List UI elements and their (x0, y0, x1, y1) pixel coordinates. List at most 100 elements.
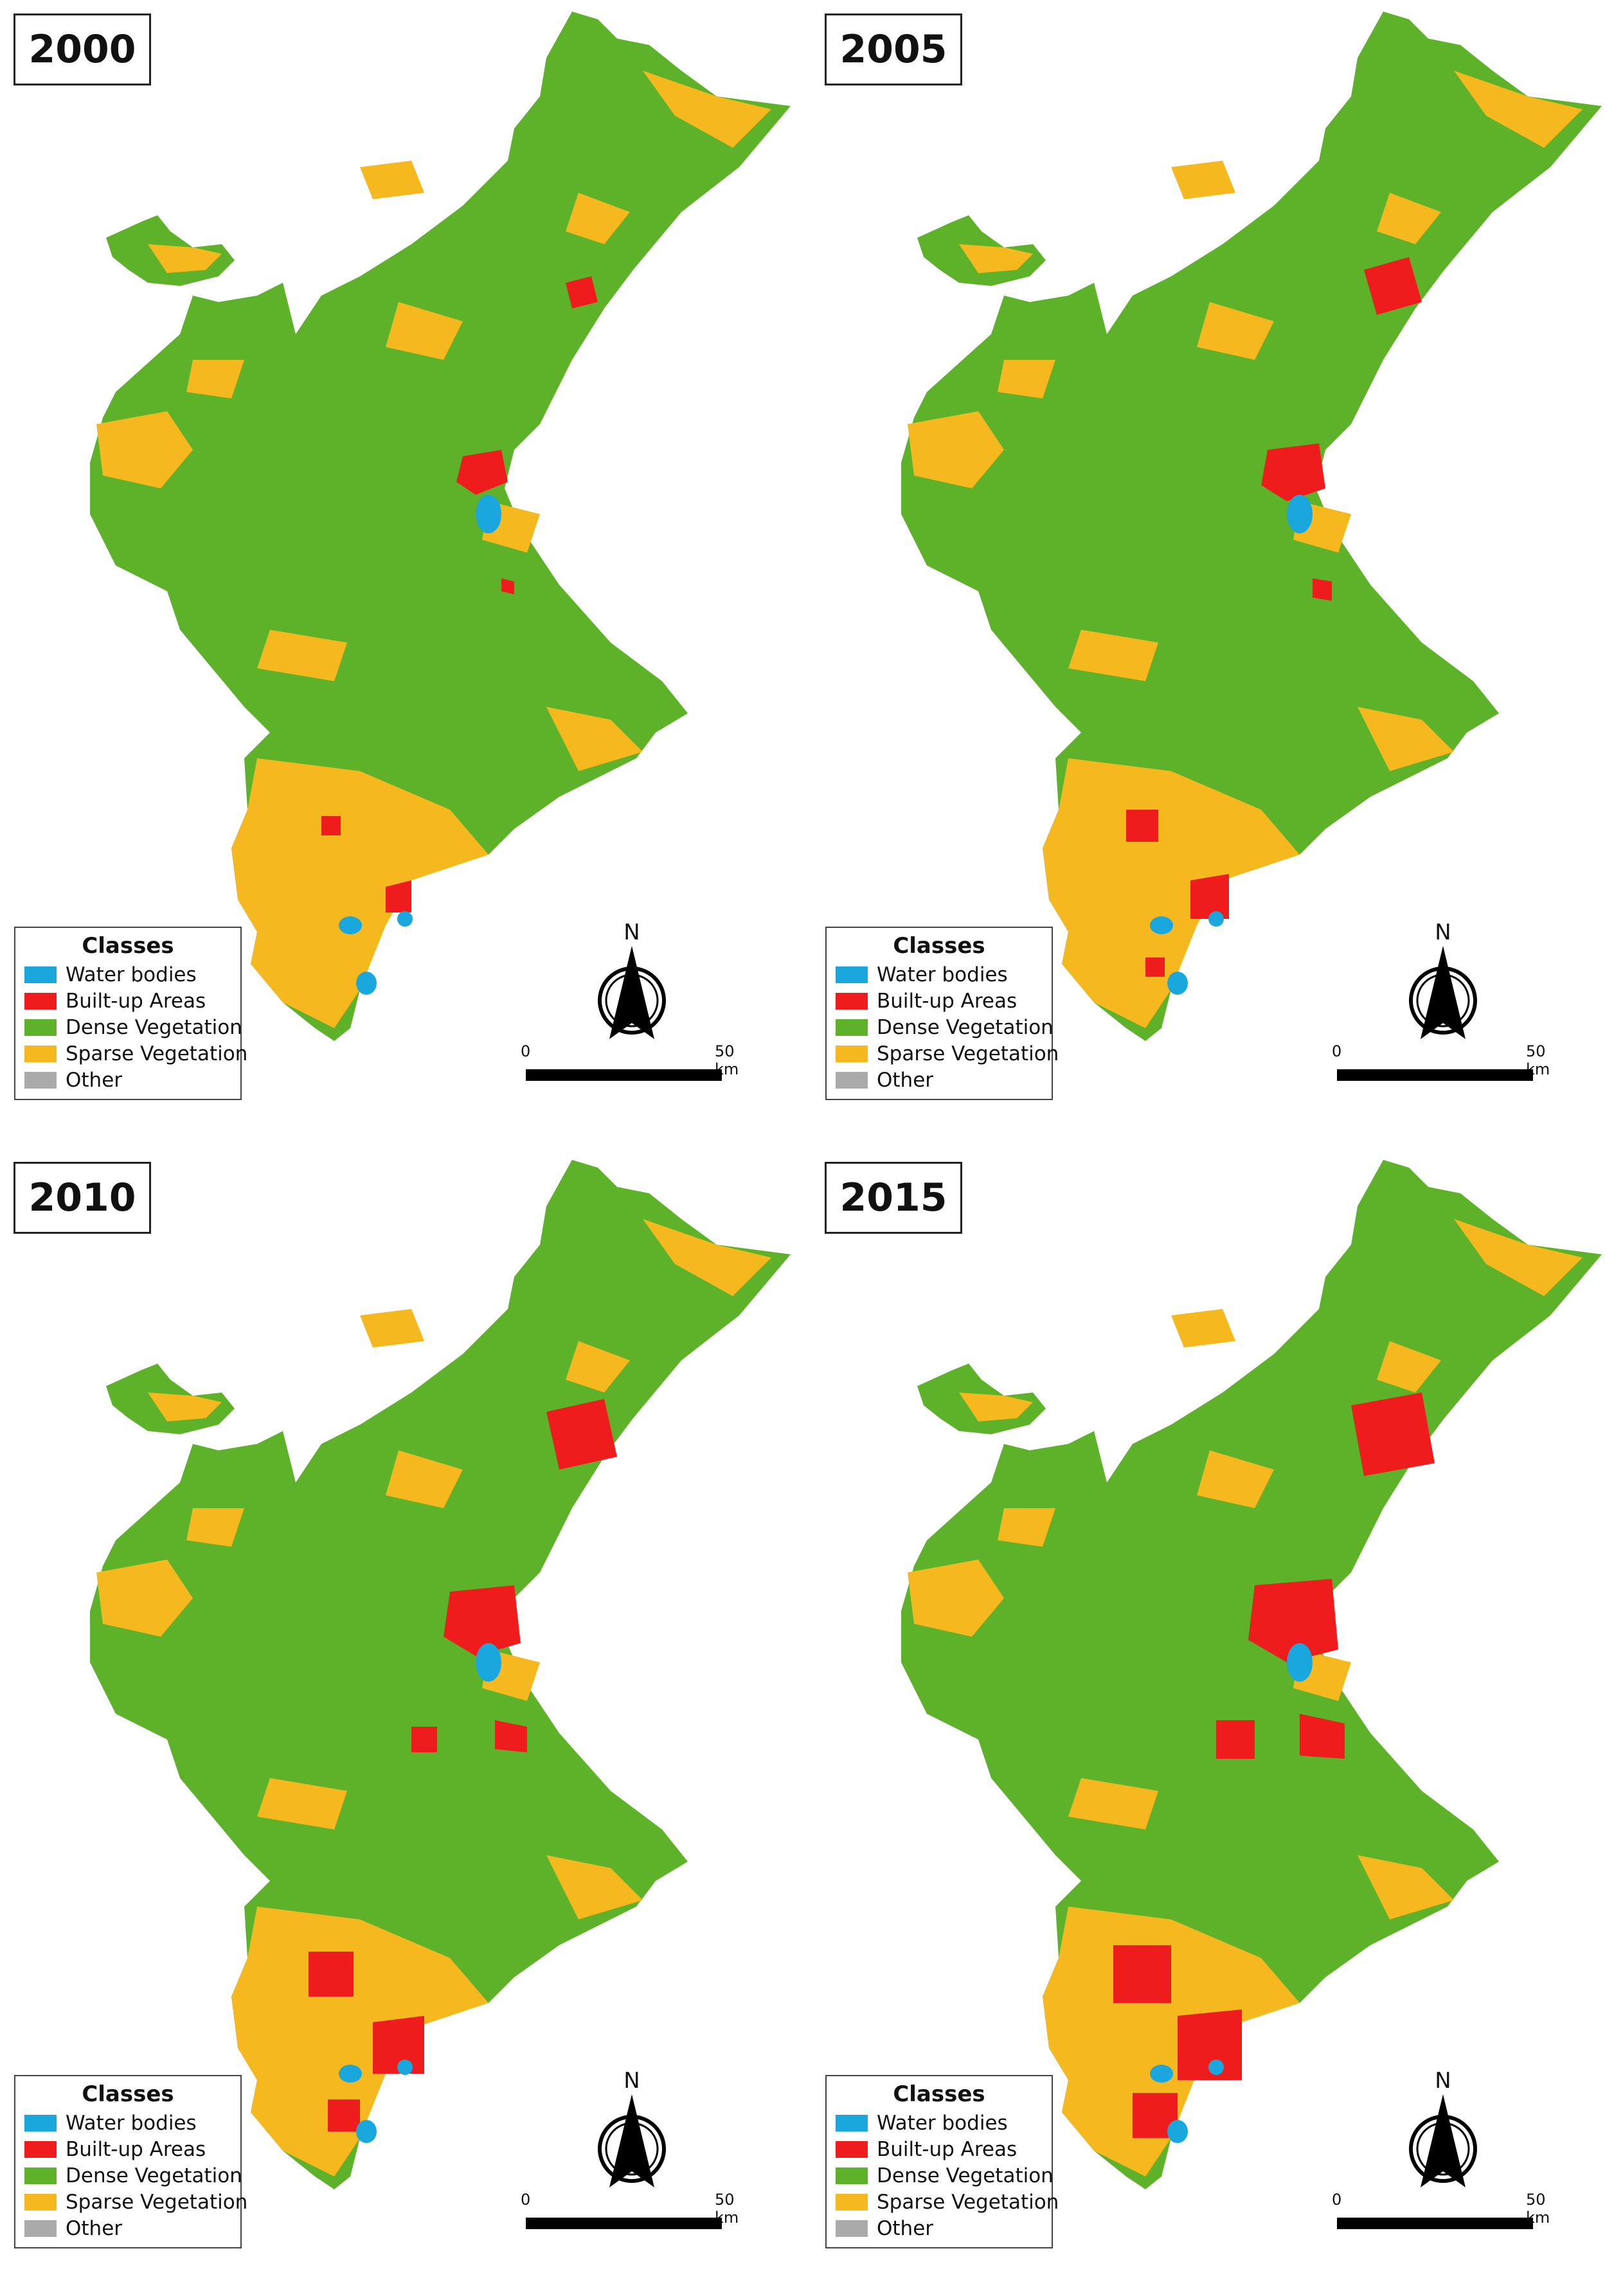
legend-item: Sparse Vegetation (24, 2189, 247, 2215)
land-cover-map (901, 12, 1602, 1041)
scale-bar (526, 1069, 722, 1081)
land-cover-map (90, 1160, 791, 2189)
land-cover-map (901, 1160, 1602, 2189)
legend-label: Water bodies (66, 963, 197, 986)
legend: Classes Water bodies Built-up Areas Dens… (825, 2075, 1059, 2248)
scale-end-label: 50 km (1526, 2191, 1550, 2227)
built-up-areas (309, 1399, 617, 2131)
north-arrow-icon: N (598, 920, 666, 1039)
legend-item: Sparse Vegetation (24, 1040, 247, 1067)
legend-item: Built-up Areas (836, 988, 1052, 1014)
scale-bar (1337, 1069, 1533, 1081)
scale-start-label: 0 (521, 2191, 531, 2209)
legend-swatch-built-up (24, 992, 57, 1010)
north-label: N (1435, 2069, 1451, 2094)
sparse-vegetation-patches (908, 71, 1583, 1028)
legend-item: Water bodies (24, 961, 240, 988)
legend-item: Water bodies (836, 2110, 1052, 2136)
legend-label: Other (877, 1068, 934, 1092)
legend-swatch-other (24, 2220, 57, 2237)
legend-item: Dense Vegetation (24, 2162, 242, 2189)
built-up-areas (321, 276, 598, 912)
legend-label: Dense Vegetation (66, 2164, 242, 2187)
legend-swatch-water (836, 966, 868, 983)
legend-swatch-built-up (836, 992, 868, 1010)
legend-item: Other (836, 1067, 1052, 1093)
scale-bar-group: 0 50 km (1325, 1042, 1550, 1087)
legend: Classes Water bodies Built-up Areas Dens… (14, 2075, 247, 2248)
water-bodies (1150, 495, 1313, 995)
map-panel-2010: 2010 Classes Water bodies Built-up Areas… (0, 1148, 811, 2296)
legend-item: Water bodies (24, 2110, 240, 2136)
legend-title: Classes (82, 933, 174, 959)
legend: Classes Water bodies Built-up Areas Dens… (14, 927, 247, 1100)
legend-swatch-sparse-vegetation (836, 1045, 868, 1062)
legend-item: Sparse Vegetation (836, 2189, 1059, 2215)
year-label: 2000 (13, 13, 151, 85)
legend-item: Other (836, 2215, 1052, 2241)
year-label: 2010 (13, 1162, 151, 1234)
legend-item: Built-up Areas (836, 2136, 1052, 2162)
legend-item: Sparse Vegetation (836, 1040, 1059, 1067)
legend-swatch-dense-vegetation (24, 1019, 57, 1036)
dense-vegetation-area (90, 12, 791, 1041)
dense-vegetation-area (901, 1160, 1602, 2189)
water-bodies (339, 495, 501, 995)
north-label: N (1435, 920, 1451, 945)
legend-label: Sparse Vegetation (877, 1042, 1059, 1065)
legend-title: Classes (893, 933, 985, 959)
legend-swatch-sparse-vegetation (24, 2193, 57, 2211)
built-up-areas (1126, 257, 1422, 977)
legend: Classes Water bodies Built-up Areas Dens… (825, 927, 1059, 1100)
legend-title: Classes (82, 2081, 174, 2107)
scale-bar (526, 2218, 722, 2229)
legend-item: Other (24, 2215, 240, 2241)
water-bodies (1150, 1643, 1313, 2143)
scale-start-label: 0 (521, 1042, 531, 1060)
legend-swatch-dense-vegetation (24, 2167, 57, 2184)
scale-bar-group: 0 50 km (514, 1042, 739, 1087)
legend-label: Built-up Areas (877, 989, 1018, 1013)
legend-item: Dense Vegetation (836, 1014, 1054, 1040)
legend-swatch-sparse-vegetation (836, 2193, 868, 2211)
legend-swatch-built-up (836, 2140, 868, 2158)
legend-label: Dense Vegetation (66, 1015, 242, 1039)
legend-swatch-sparse-vegetation (24, 1045, 57, 1062)
legend-title: Classes (893, 2081, 985, 2107)
legend-item: Built-up Areas (24, 2136, 240, 2162)
scale-start-label: 0 (1332, 1042, 1342, 1060)
scale-bar (1337, 2218, 1533, 2229)
year-label: 2015 (825, 1162, 962, 1234)
scale-bar-group: 0 50 km (514, 2191, 739, 2236)
map-panel-2015: 2015 Classes Water bodies Built-up Areas… (811, 1148, 1622, 2296)
scale-end-label: 50 km (1526, 1042, 1550, 1078)
legend-label: Dense Vegetation (877, 2164, 1054, 2187)
legend-label: Water bodies (877, 963, 1008, 986)
north-arrow-icon: N (1409, 920, 1477, 1039)
legend-label: Built-up Areas (66, 989, 206, 1013)
legend-item: Water bodies (836, 961, 1052, 988)
dense-vegetation-area (901, 12, 1602, 1041)
built-up-areas (1113, 1393, 1435, 2138)
legend-label: Water bodies (877, 2111, 1008, 2135)
legend-swatch-dense-vegetation (836, 2167, 868, 2184)
north-arrow-icon: N (598, 2069, 666, 2187)
legend-swatch-water (836, 2114, 868, 2131)
map-panel-2000: 2000 Classes Water bodies Built-up Areas… (0, 0, 811, 1148)
legend-label: Other (66, 1068, 123, 1092)
legend-label: Water bodies (66, 2111, 197, 2135)
legend-swatch-water (24, 966, 57, 983)
legend-label: Sparse Vegetation (877, 2190, 1059, 2214)
scale-start-label: 0 (1332, 2191, 1342, 2209)
water-bodies (339, 1643, 501, 2143)
map-panel-2005: 2005 Classes Water bodies Built-up Areas… (811, 0, 1622, 1148)
north-label: N (623, 920, 640, 945)
legend-label: Other (877, 2216, 934, 2240)
legend-swatch-water (24, 2114, 57, 2131)
legend-item: Other (24, 1067, 240, 1093)
sparse-vegetation-patches (908, 1219, 1583, 2176)
legend-item: Dense Vegetation (24, 1014, 242, 1040)
legend-label: Other (66, 2216, 123, 2240)
legend-swatch-built-up (24, 2140, 57, 2158)
north-label: N (623, 2069, 640, 2094)
